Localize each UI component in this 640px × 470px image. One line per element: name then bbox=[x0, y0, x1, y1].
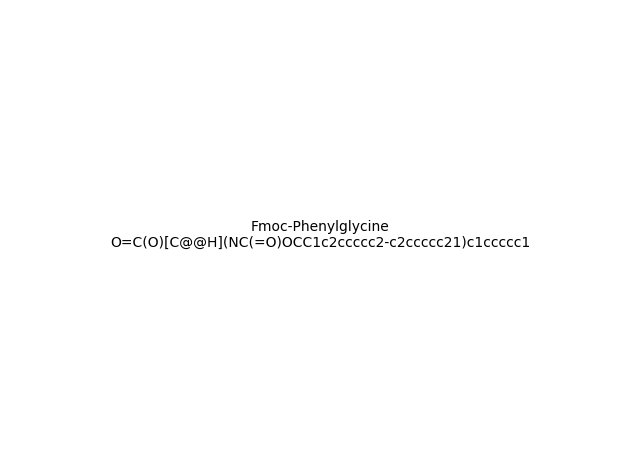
Text: Fmoc-Phenylglycine
O=C(O)[C@@H](NC(=O)OCC1c2ccccc2-c2ccccc21)c1ccccc1: Fmoc-Phenylglycine O=C(O)[C@@H](NC(=O)OC… bbox=[110, 220, 530, 250]
